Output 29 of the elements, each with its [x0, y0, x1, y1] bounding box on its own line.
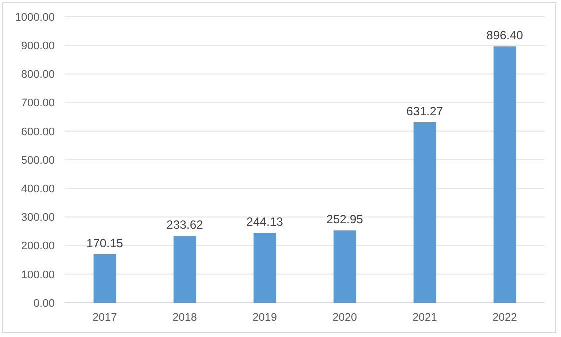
- x-tick-label: 2018: [172, 312, 198, 324]
- bar: [94, 254, 116, 303]
- data-label: 233.62: [166, 218, 204, 232]
- data-label: 896.40: [486, 28, 524, 43]
- y-tick-label: 800.00: [21, 69, 55, 82]
- x-tick-label: 2017: [92, 312, 118, 324]
- bar: [494, 46, 516, 303]
- y-tick-label: 900.00: [21, 40, 55, 52]
- y-tick-label: 500.00: [21, 154, 55, 167]
- y-tick-label: 300.00: [21, 212, 55, 224]
- bar: [414, 122, 436, 303]
- data-label: 631.27: [406, 104, 444, 118]
- data-label: 252.95: [326, 212, 364, 227]
- x-tick-label: 2020: [332, 312, 358, 324]
- y-tick-label: 400.00: [21, 183, 55, 196]
- bar: [174, 236, 196, 303]
- bar: [254, 233, 276, 303]
- x-tick-label: 2022: [492, 312, 518, 324]
- bar: [334, 230, 356, 303]
- y-tick-label: 1000.00: [15, 12, 55, 24]
- y-tick-label: 100.00: [21, 269, 55, 282]
- data-label: 170.15: [86, 236, 124, 250]
- x-tick-label: 2019: [252, 312, 278, 324]
- y-tick-label: 600.00: [21, 126, 55, 138]
- y-tick-label: 700.00: [21, 98, 55, 110]
- y-tick-label: 0.00: [34, 298, 55, 310]
- x-tick-label: 2021: [412, 312, 438, 324]
- y-tick-label: 200.00: [21, 240, 55, 253]
- data-label: 244.13: [246, 215, 284, 230]
